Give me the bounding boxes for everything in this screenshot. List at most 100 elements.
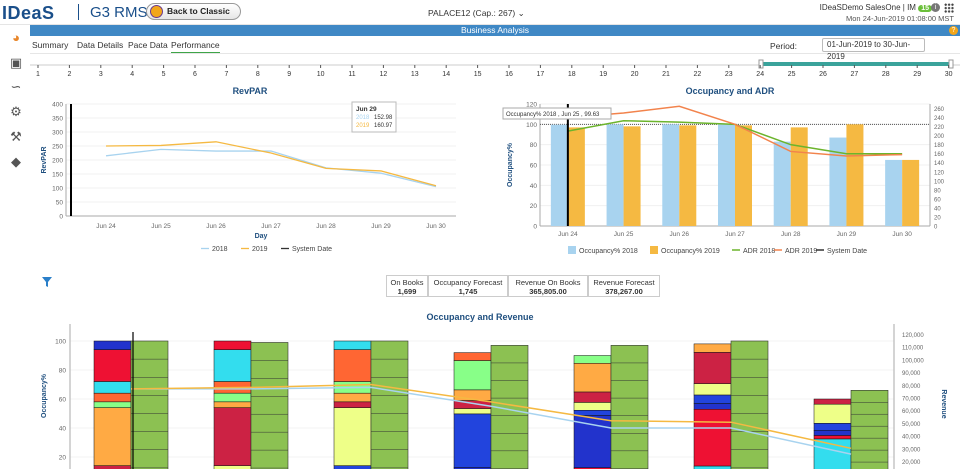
revpar-title: RevPAR — [232, 86, 268, 96]
notification-badge[interactable]: 15 — [918, 5, 932, 12]
stacked-segment-2019 — [693, 465, 732, 469]
stacked-segment-2019 — [93, 407, 132, 466]
stacked-segment-2019 — [213, 340, 252, 350]
range-handle-start[interactable] — [758, 59, 764, 69]
apps-grid-icon[interactable] — [944, 3, 954, 13]
ruler-day-label: 2 — [67, 71, 71, 78]
day-range-slider[interactable]: 1 2 3 4 5 6 7 8 9 10 11 12 13 14 15 16 17 18 19 20 21 22 23 24 2… — [30, 59, 960, 79]
info-icon[interactable]: i — [931, 3, 940, 12]
ideas-logo[interactable]: IDeaS — [2, 3, 55, 23]
legend-label: ADR 2018 — [743, 248, 775, 255]
tab-data-details[interactable]: Data Details — [77, 40, 124, 50]
x-tick-label: Jun 24 — [96, 223, 116, 230]
bar-occupancy-2019 — [902, 159, 920, 226]
filter-icon[interactable] — [42, 277, 52, 287]
folder-icon[interactable]: ▣ — [9, 55, 23, 70]
x-tick-label: Jun 28 — [316, 223, 336, 230]
y2-tick-label: 30,000 — [902, 447, 921, 453]
stacked-bar-2018 — [130, 340, 169, 469]
chart-icon[interactable]: ∽ — [10, 79, 22, 94]
ruler-day-label: 27 — [851, 71, 859, 78]
stacked-segment-2019 — [453, 360, 492, 391]
tab-performance[interactable]: Performance — [171, 40, 220, 54]
y2-tick-label: 100,000 — [902, 358, 924, 364]
stacked-segment-2019 — [93, 381, 132, 394]
legend-label: 2018 — [212, 246, 228, 253]
ruler-day-label: 15 — [474, 71, 482, 78]
stacked-segment-2019 — [693, 383, 732, 396]
wrench-icon[interactable]: ⚒ — [10, 129, 22, 144]
ruler-day-label: 9 — [287, 71, 291, 78]
stacked-segment-2019 — [213, 401, 252, 408]
ruler-day-label: 10 — [317, 71, 325, 78]
stacked-segment-2019 — [333, 407, 372, 466]
ruler-day-label: 19 — [599, 71, 607, 78]
card-revenue-on-books: Revenue On Books 365,805.00 — [508, 275, 588, 297]
bar-occupancy-2019 — [790, 127, 808, 226]
tab-divider — [30, 53, 960, 54]
occupancy-adr-title: Occupancy and ADR — [685, 86, 775, 96]
card-on-books-label: On Books — [390, 278, 424, 287]
x-tick-label: Jun 26 — [670, 231, 690, 238]
property-selector[interactable]: PALACE12 (Cap.: 267) ⌄ — [428, 8, 525, 18]
card-revenue-on-books-label: Revenue On Books — [515, 278, 581, 287]
dashboard-icon[interactable]: ◕ — [12, 30, 20, 45]
tooltip-box — [351, 101, 397, 133]
ruler-day-label: 28 — [882, 71, 890, 78]
y-axis-title: RevPAR — [41, 146, 48, 173]
decision-icon[interactable]: ◆ — [11, 154, 21, 169]
ruler-day-label: 30 — [945, 71, 953, 78]
settings-icon[interactable]: ⚙ — [10, 104, 22, 119]
y-tick-label: 100 — [52, 186, 63, 193]
ruler-day-label: 20 — [631, 71, 639, 78]
card-on-books-value: 1,699 — [397, 287, 417, 296]
legend-swatch — [650, 246, 658, 254]
y2-tick-label: 50,000 — [902, 422, 921, 428]
stacked-segment-2019 — [93, 340, 132, 350]
bar-occupancy-2018 — [606, 124, 624, 226]
stacked-bar-2018 — [250, 342, 289, 469]
y-tick-label: 0 — [533, 224, 537, 231]
selected-range-bar[interactable] — [762, 62, 950, 66]
y2-tick-label: 140 — [934, 161, 945, 167]
ruler-day-label: 1 — [36, 71, 40, 78]
ruler-day-label: 14 — [442, 71, 450, 78]
ruler-day-label: 6 — [193, 71, 197, 78]
tooltip-text: Occupancy% 2018 , Jun 25 , 99.63 — [506, 112, 600, 118]
app-name: G3 RMS — [90, 4, 148, 21]
back-to-classic-label: Back to Classic — [167, 6, 230, 16]
user-menu[interactable]: IDeaSDemo SalesOne | IM 15 — [820, 3, 932, 12]
range-handle-end[interactable] — [948, 59, 954, 69]
card-occupancy-forecast: Occupancy Forecast 1,745 — [428, 275, 508, 297]
y2-tick-label: 100 — [934, 179, 945, 185]
bar-occupancy-2019 — [567, 127, 585, 226]
bar-occupancy-2018 — [662, 124, 680, 226]
stacked-segment-2019 — [213, 392, 252, 403]
y-tick-label: 60 — [59, 397, 67, 404]
stacked-segment-2019 — [453, 413, 492, 468]
y-tick-label: 60 — [530, 163, 538, 170]
help-icon[interactable]: ? — [949, 26, 958, 35]
bar-occupancy-2019 — [735, 125, 752, 226]
tab-summary[interactable]: Summary — [32, 40, 69, 50]
ruler-day-label: 8 — [256, 71, 260, 78]
y-tick-label: 400 — [52, 102, 63, 109]
ruler-day-label: 4 — [130, 71, 134, 78]
stacked-segment-2019 — [333, 392, 372, 403]
y2-tick-label: 200 — [934, 134, 945, 140]
period-input[interactable]: 01-Jun-2019 to 30-Jun-2019 — [822, 38, 925, 61]
tab-pace-data[interactable]: Pace Data — [128, 40, 168, 50]
legend-label: Occupancy% 2019 — [661, 248, 720, 255]
bar-occupancy-2019 — [846, 124, 864, 226]
card-revenue-on-books-value: 365,805.00 — [529, 287, 567, 296]
stacked-segment-2019 — [453, 352, 492, 361]
card-occupancy-forecast-label: Occupancy Forecast — [433, 278, 503, 287]
bar-occupancy-2019 — [623, 126, 641, 226]
y2-tick-label: 60 — [934, 197, 941, 203]
tooltip-series-name: 2018 — [356, 115, 370, 121]
occupancy-adr-chart: 0 20 40 60 80 100 120 0 20 40 60 80 100 120 140 160 180 2… — [502, 102, 945, 255]
back-to-classic-button[interactable]: Back to Classic — [146, 3, 241, 20]
x-tick-label: Jun 27 — [261, 223, 281, 230]
y2-tick-label: 20,000 — [902, 460, 921, 466]
y2-tick-label: 240 — [934, 116, 945, 122]
